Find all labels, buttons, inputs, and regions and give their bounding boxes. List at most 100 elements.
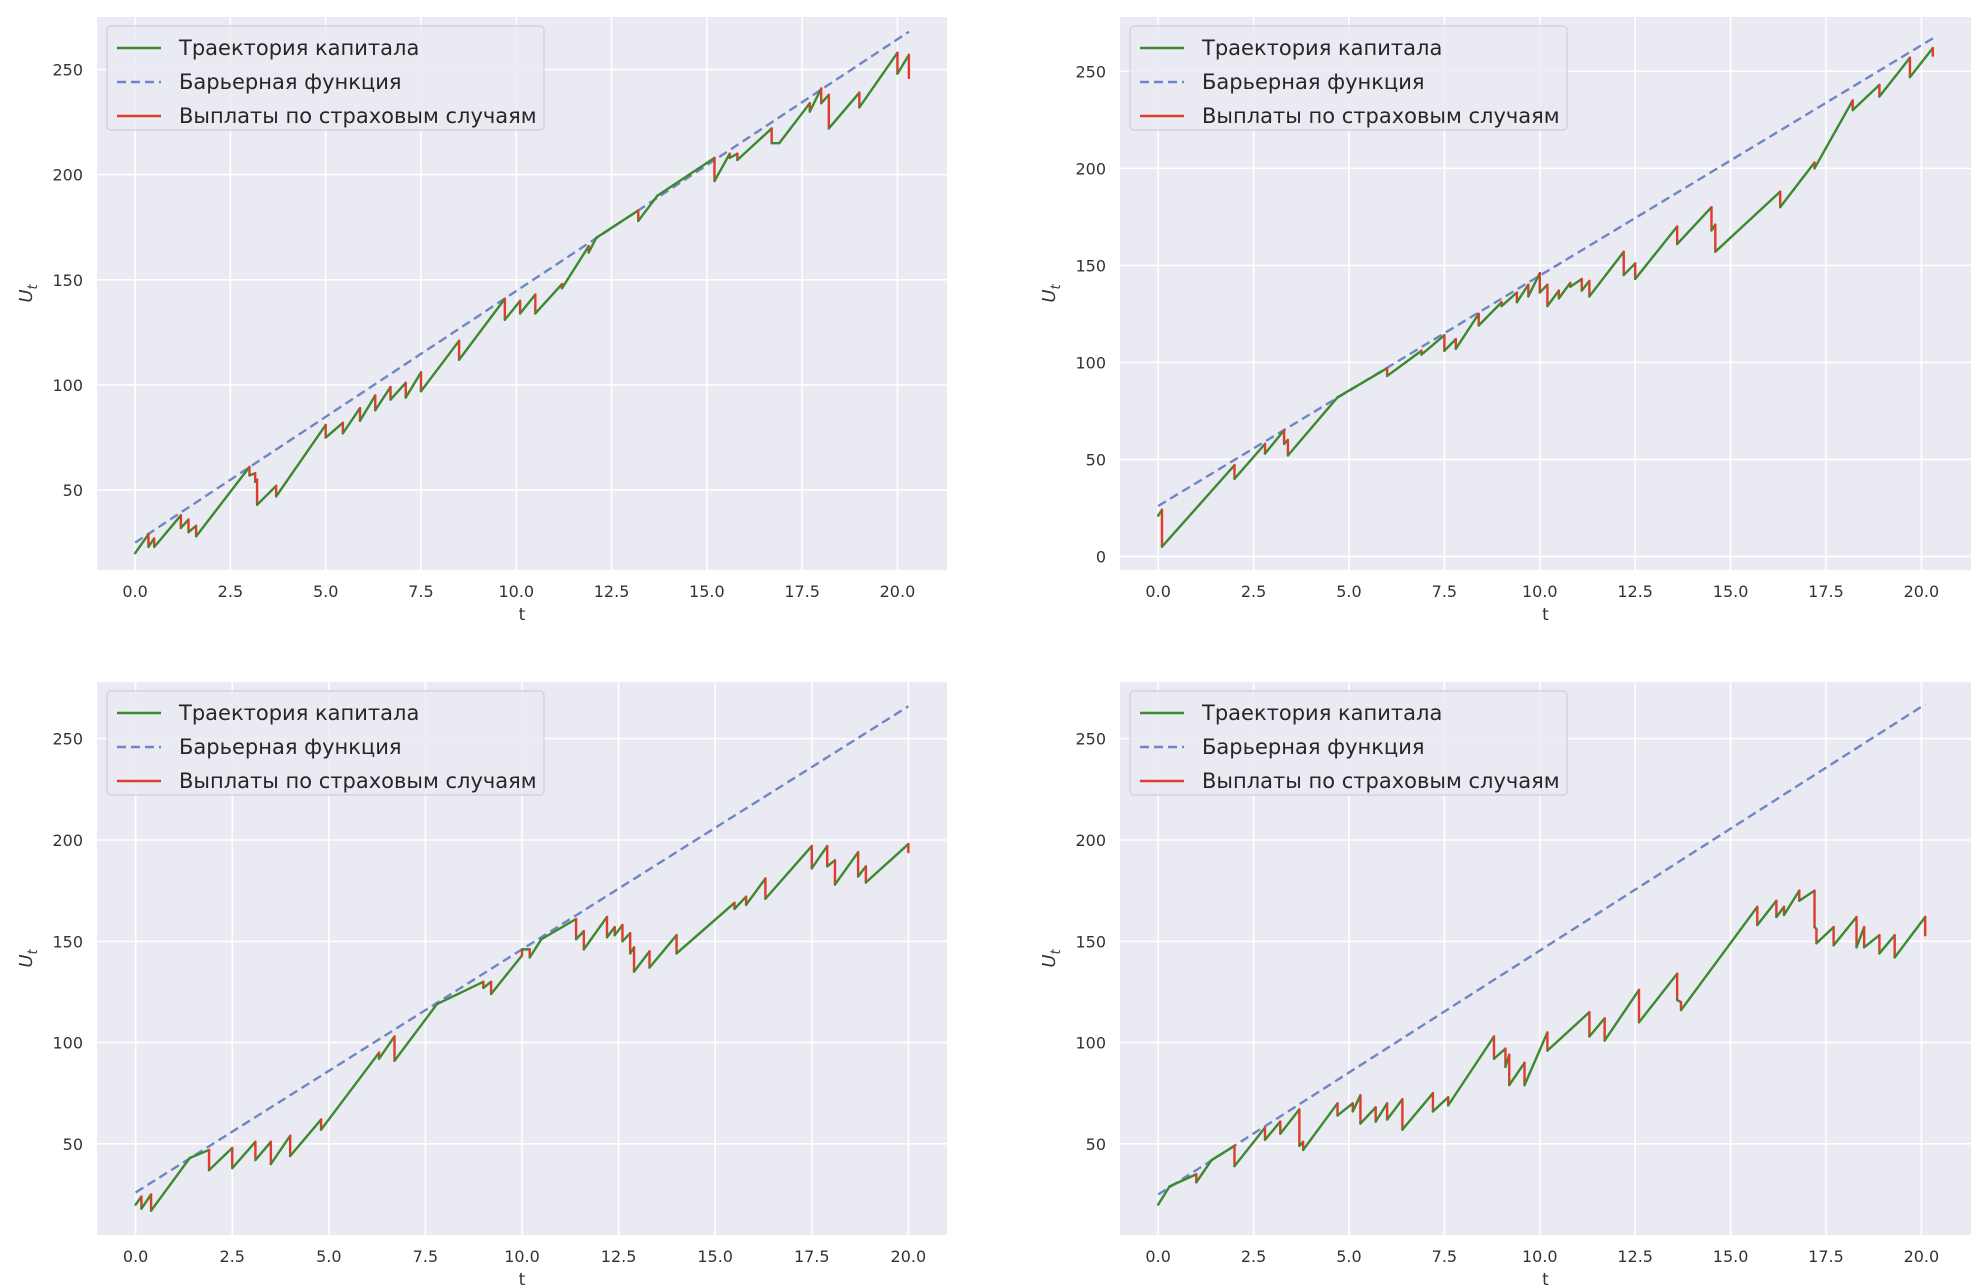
legend-box bbox=[1129, 690, 1568, 796]
trajectory-segment bbox=[736, 127, 773, 162]
trajectory-segment bbox=[194, 465, 251, 538]
y-tick-label: 100 bbox=[1075, 1034, 1106, 1053]
x-tick-label: 20.0 bbox=[1904, 1247, 1940, 1266]
trajectory-segment bbox=[1813, 99, 1854, 170]
x-tick-label: 7.5 bbox=[413, 1247, 438, 1266]
series-group bbox=[134, 705, 910, 1212]
trajectory-segment bbox=[140, 1193, 153, 1210]
legend-label: Барьерная функция bbox=[179, 735, 402, 759]
trajectory-segment bbox=[1233, 442, 1267, 481]
trajectory-segment bbox=[1336, 1102, 1354, 1117]
trajectory-segment bbox=[377, 1035, 396, 1060]
trajectory-segment bbox=[1500, 291, 1519, 308]
trajectory-segment bbox=[675, 931, 701, 955]
x-tick-label: 5.0 bbox=[1336, 582, 1361, 601]
legend-label: Выплаты по страховым случаям bbox=[179, 104, 537, 128]
trajectory-segment bbox=[288, 1118, 323, 1158]
trajectory-segment bbox=[1401, 1092, 1435, 1131]
trajectory-segment bbox=[1832, 915, 1858, 947]
trajectory-segment bbox=[1580, 279, 1591, 292]
trajectory-segment bbox=[864, 842, 910, 884]
trajectory-segment bbox=[1420, 334, 1446, 356]
x-tick-label: 12.5 bbox=[601, 1247, 637, 1266]
trajectory-segment bbox=[713, 152, 731, 183]
trajectory-segment bbox=[728, 152, 739, 160]
x-tick-label: 10.0 bbox=[504, 1247, 540, 1266]
y-tick-label: 50 bbox=[1086, 450, 1106, 469]
trajectory-segment bbox=[187, 524, 198, 534]
legend: Траектория капитала Барьерная функция Выпл… bbox=[1129, 25, 1568, 131]
x-tick-label: 12.5 bbox=[1617, 1247, 1653, 1266]
trajectory-segment bbox=[1815, 925, 1835, 945]
x-tick-label: 2.5 bbox=[220, 1247, 245, 1266]
legend-label: Траектория капитала bbox=[1201, 36, 1442, 60]
trajectory-segment bbox=[1515, 283, 1530, 304]
trajectory-segment bbox=[188, 1148, 211, 1160]
x-tick-label: 17.5 bbox=[1808, 582, 1844, 601]
x-tick-label: 17.5 bbox=[784, 582, 820, 601]
x-tick-label: 10.0 bbox=[1522, 1247, 1558, 1266]
trajectory-segment bbox=[582, 915, 609, 951]
trajectory-segment bbox=[656, 156, 716, 197]
trajectory-segment bbox=[605, 925, 616, 939]
trajectory-segment bbox=[1210, 1144, 1236, 1162]
trajectory-segment bbox=[207, 1146, 234, 1172]
legend-label: Траектория капитала bbox=[1201, 701, 1442, 725]
trajectory-segment bbox=[149, 1156, 191, 1212]
trajectory-segment bbox=[1263, 429, 1286, 455]
trajectory-segment bbox=[1851, 83, 1881, 112]
trajectory-segment bbox=[269, 1134, 292, 1166]
x-tick-label: 15.0 bbox=[697, 1247, 733, 1266]
trajectory-segment bbox=[1675, 205, 1713, 246]
trajectory-segment bbox=[1374, 1102, 1389, 1123]
y-tick-label: 50 bbox=[63, 1135, 83, 1154]
y-tick-label: 200 bbox=[1075, 831, 1106, 850]
trajectory-segment bbox=[820, 93, 831, 105]
x-tick-label: 2.5 bbox=[1241, 1247, 1266, 1266]
legend: Траектория капитала Барьерная функция Выпл… bbox=[106, 25, 545, 131]
trajectory-segment bbox=[1908, 46, 1935, 79]
trajectory-segment bbox=[393, 1002, 439, 1062]
x-axis-label: t bbox=[1542, 605, 1549, 625]
legend-label: Выплаты по страховым случаям bbox=[179, 769, 537, 793]
trajectory-segment bbox=[1798, 889, 1816, 902]
trajectory-segment bbox=[827, 91, 861, 130]
x-tick-label: 0.0 bbox=[1145, 582, 1170, 601]
y-axis-label: Ut bbox=[16, 283, 41, 302]
series-group bbox=[133, 30, 911, 555]
x-tick-label: 20.0 bbox=[1904, 582, 1940, 601]
trajectory-segment bbox=[1279, 1108, 1301, 1135]
trajectory-segment bbox=[1443, 337, 1458, 352]
trajectory-segment bbox=[1454, 312, 1480, 350]
legend-label: Барьерная функция bbox=[1202, 735, 1425, 759]
trajectory-segment bbox=[648, 934, 678, 969]
trajectory-segment bbox=[1862, 934, 1881, 949]
y-tick-label: 250 bbox=[1075, 62, 1106, 81]
trajectory-segment bbox=[540, 917, 578, 941]
trajectory-segment bbox=[482, 980, 493, 990]
y-tick-label: 150 bbox=[52, 271, 83, 290]
y-tick-label: 100 bbox=[52, 376, 83, 395]
trajectory-segment bbox=[1195, 1158, 1213, 1184]
legend-box bbox=[106, 25, 545, 131]
trajectory-segment bbox=[324, 421, 345, 439]
trajectory-segment bbox=[808, 87, 823, 113]
y-tick-label: 250 bbox=[52, 730, 83, 749]
x-axis-label: t bbox=[1542, 1270, 1549, 1288]
x-tick-label: 10.0 bbox=[1522, 582, 1558, 601]
trajectory-segment bbox=[1351, 1094, 1362, 1113]
legend: Траектория капитала Барьерная функция Выпл… bbox=[1129, 690, 1568, 796]
x-tick-label: 12.5 bbox=[594, 582, 630, 601]
x-tick-label: 5.0 bbox=[1336, 1247, 1361, 1266]
x-tick-label: 12.5 bbox=[1617, 582, 1653, 601]
y-tick-label: 100 bbox=[1075, 353, 1106, 372]
trajectory-segment bbox=[489, 954, 524, 996]
y-tick-label: 200 bbox=[52, 166, 83, 185]
x-tick-label: 20.0 bbox=[891, 1247, 927, 1266]
y-tick-label: 50 bbox=[63, 481, 83, 500]
trajectory-segment bbox=[1156, 1185, 1171, 1206]
trajectory-segment bbox=[856, 865, 868, 878]
x-axis-label: t bbox=[519, 605, 526, 625]
trajectory-segment bbox=[179, 518, 190, 530]
